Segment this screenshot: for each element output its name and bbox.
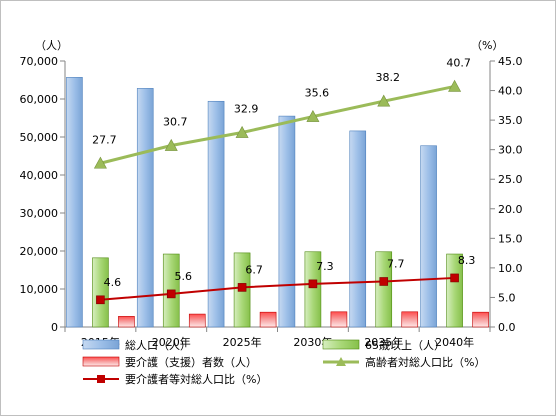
bar-total (207, 100, 225, 328)
bar-total (278, 115, 296, 328)
y-right-unit-label: （%） (471, 39, 503, 52)
legend-label: 65歳以上（人） (365, 339, 445, 352)
elderly-ratio-data-label: 40.7 (446, 56, 471, 69)
care-ratio-data-label: 6.7 (245, 263, 263, 276)
elderly-ratio-point (235, 125, 249, 138)
elderly-ratio-point (306, 109, 320, 122)
x-tick-label: 2025年 (223, 335, 262, 349)
care-ratio-data-label: 4.6 (104, 276, 122, 289)
care-ratio-point (237, 283, 247, 292)
legend-label: 要介護者等対総人口比（%） (125, 372, 267, 386)
legend-label: 総人口（人） (125, 338, 191, 352)
bar-elderly (304, 251, 322, 328)
y-left-tick-label: 10,000 (20, 283, 59, 296)
y-right-tick-label: 5.0 (498, 291, 516, 304)
bar-care (259, 311, 277, 328)
legend-label: 高齢者対総人口比（%） (365, 355, 485, 369)
legend-marker (97, 375, 105, 383)
bar-elderly (446, 253, 463, 328)
legend-total-population: 総人口（人） (82, 338, 191, 352)
y-left-tick-label: 50,000 (20, 131, 59, 144)
bar-care (188, 313, 206, 328)
elderly-ratio-data-label: 27.7 (92, 133, 117, 146)
elderly-ratio-data-label: 38.2 (376, 71, 401, 84)
bar-care (330, 311, 348, 328)
care-ratio-point (308, 279, 318, 289)
legend-swatch (82, 339, 120, 350)
legend-swatch (322, 339, 360, 350)
bar-elderly (375, 251, 393, 328)
y-right-tick-label: 45.0 (498, 55, 523, 68)
y-left-tick-label: 40,000 (20, 169, 59, 182)
elderly-ratio-data-label: 30.7 (163, 116, 188, 129)
bar-care (401, 311, 419, 328)
bar-total (136, 88, 154, 328)
care-ratio-data-label: 5.6 (175, 270, 193, 283)
bar-total (66, 77, 83, 328)
elderly-ratio-data-label: 32.9 (234, 103, 259, 116)
care-ratio-point (379, 277, 389, 286)
legend-care-recipients: 要介護（支援）者数（人） (82, 355, 257, 369)
legend-label: 要介護（支援）者数（人） (125, 355, 257, 369)
y-right-tick-label: 40.0 (498, 85, 523, 98)
x-tick-label: 2035年 (364, 335, 403, 349)
elderly-ratio-point (164, 138, 178, 151)
bar-care (118, 316, 135, 328)
y-left-tick-label: 20,000 (20, 245, 59, 258)
legend-elderly: 65歳以上（人） (322, 339, 445, 352)
y-right-tick-label: 35.0 (498, 114, 523, 127)
y-left-unit-label: （人） (35, 39, 68, 52)
elderly-ratio-data-label: 35.6 (305, 87, 330, 100)
x-tick-label: 2040年 (435, 335, 474, 349)
care-ratio-point (166, 289, 176, 299)
y-right-tick-label: 25.0 (498, 173, 523, 186)
care-ratio-data-label: 7.3 (316, 260, 334, 273)
legend-elderly-ratio: 高齢者対総人口比（%） (323, 355, 485, 369)
legend-swatch (82, 356, 120, 367)
elderly-ratio-point (448, 79, 462, 92)
bar-total (349, 130, 367, 328)
bar-care (472, 311, 489, 328)
y-right-tick-label: 20.0 (498, 203, 523, 216)
y-left-tick-label: 0 (51, 321, 58, 334)
y-left-tick-label: 60,000 (20, 93, 59, 106)
care-ratio-point (450, 273, 459, 283)
y-right-tick-label: 15.0 (498, 232, 523, 245)
care-ratio-point (96, 295, 105, 305)
y-left-tick-label: 70,000 (20, 55, 59, 68)
y-right-tick-label: 10.0 (498, 262, 523, 275)
y-right-tick-label: 30.0 (498, 144, 523, 157)
bar-total (420, 145, 437, 328)
elderly-ratio-point (377, 94, 391, 107)
bar-elderly (92, 257, 109, 328)
care-ratio-data-label: 7.7 (387, 257, 405, 270)
x-tick-label: 2030年 (293, 335, 332, 349)
y-right-tick-label: 0.0 (498, 321, 516, 334)
elderly-ratio-point (93, 156, 107, 169)
legend-care-ratio: 要介護者等対総人口比（%） (83, 372, 267, 386)
care-ratio-data-label: 8.3 (458, 254, 476, 267)
x-tick-label: 2020年 (152, 335, 191, 349)
elderly-ratio-line (100, 84, 455, 165)
legend-marker (336, 357, 346, 366)
care-ratio-line (100, 276, 455, 301)
y-left-tick-label: 30,000 (20, 207, 59, 220)
